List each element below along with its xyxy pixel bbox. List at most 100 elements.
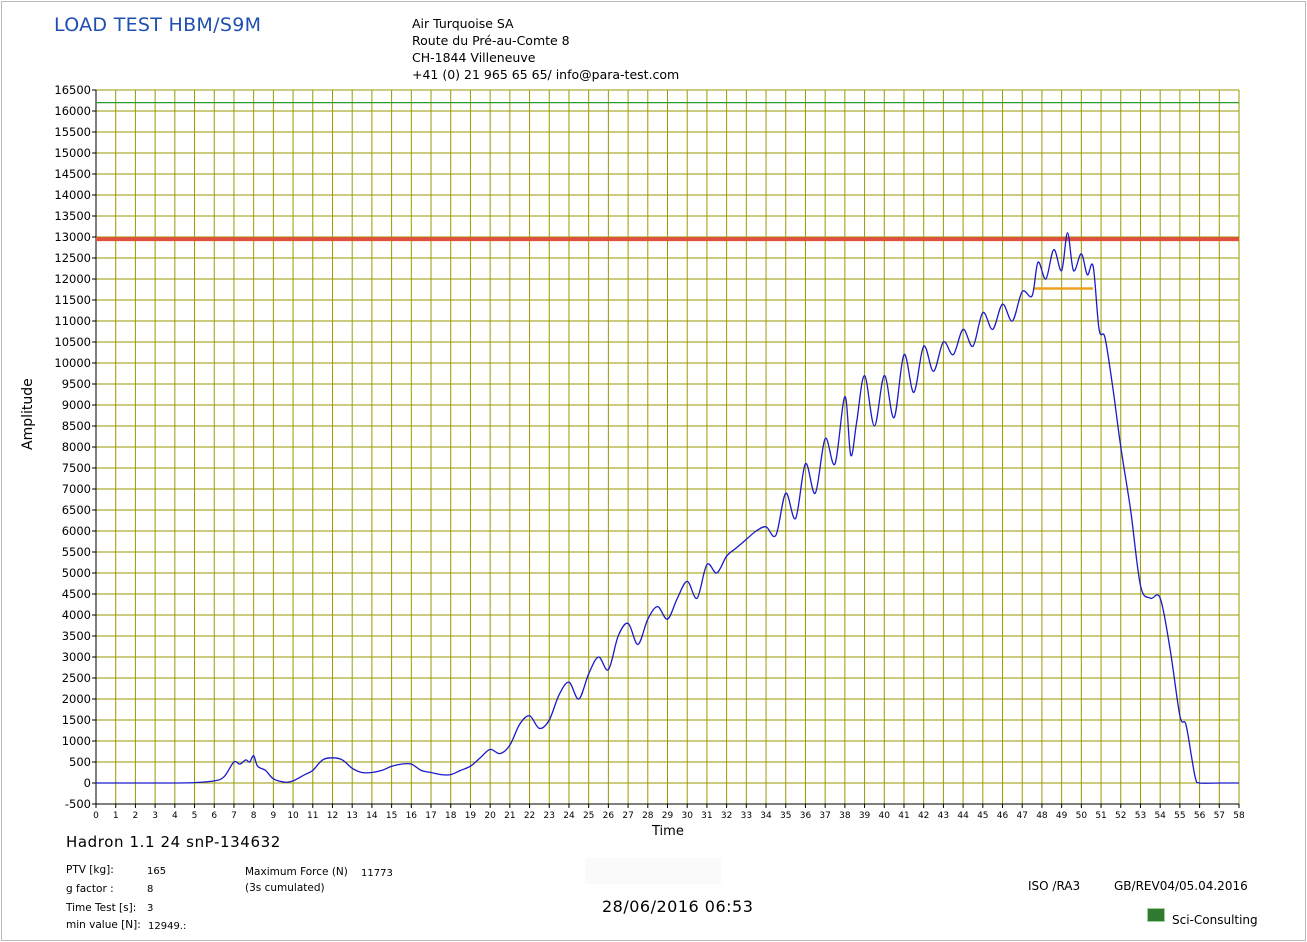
x-axis-label: Time xyxy=(652,824,684,839)
x-tick-label: 20 xyxy=(484,811,496,821)
amplitude-series-line xyxy=(95,232,1239,784)
x-tick-label: 23 xyxy=(544,811,555,821)
report-title: LOAD TEST HBM/S9M xyxy=(54,14,262,36)
y-tick-label: 4500 xyxy=(62,587,91,601)
x-tick-label: 29 xyxy=(662,811,674,821)
y-tick-label: 13500 xyxy=(54,209,91,223)
y-tick-label: 14500 xyxy=(54,167,91,181)
x-tick-label: 28 xyxy=(642,811,654,821)
x-tick-label: 36 xyxy=(800,811,812,821)
y-tick-label: 11500 xyxy=(54,293,91,307)
x-tick-label: 4 xyxy=(172,811,178,821)
x-tick-label: 25 xyxy=(583,811,594,821)
min-value-value: 12949.: xyxy=(148,921,187,932)
y-tick-label: 8000 xyxy=(62,440,91,454)
g-factor-value: 8 xyxy=(147,884,154,895)
y-tick-label: 3000 xyxy=(62,650,91,664)
x-tick-label: 43 xyxy=(938,811,949,821)
y-tick-label: 2500 xyxy=(62,671,91,685)
x-tick-label: 38 xyxy=(839,811,851,821)
x-tick-label: 8 xyxy=(251,811,257,821)
x-tick-label: 9 xyxy=(270,811,276,821)
x-tick-label: 37 xyxy=(819,811,830,821)
x-tick-label: 58 xyxy=(1233,811,1245,821)
y-tick-label: 7000 xyxy=(62,482,91,496)
blank-field xyxy=(585,858,721,884)
company-contact: +41 (0) 21 965 65 65/ info@para-test.com xyxy=(412,67,680,82)
y-tick-label: 5000 xyxy=(62,566,91,580)
x-tick-label: 1 xyxy=(113,811,119,821)
device-name: Hadron 1.1 24 snP-134632 xyxy=(66,833,281,851)
x-tick-label: 47 xyxy=(1016,811,1027,821)
y-tick-label: -500 xyxy=(65,797,91,811)
company-street: Route du Pré-au-Comte 8 xyxy=(412,33,570,48)
x-tick-label: 33 xyxy=(741,811,752,821)
time-test-value: 3 xyxy=(147,903,154,914)
brand-name: Sci-Consulting xyxy=(1172,913,1258,927)
x-tick-label: 5 xyxy=(192,811,198,821)
g-factor-label: g factor : xyxy=(66,883,114,895)
x-tick-label: 27 xyxy=(622,811,633,821)
y-tick-label: 4000 xyxy=(62,608,91,622)
x-tick-label: 22 xyxy=(524,811,535,821)
x-tick-label: 45 xyxy=(977,811,988,821)
y-tick-label: 5500 xyxy=(62,545,91,559)
x-tick-label: 41 xyxy=(898,811,909,821)
y-tick-label: 14000 xyxy=(54,188,91,202)
y-tick-label: 500 xyxy=(69,755,91,769)
x-tick-label: 18 xyxy=(445,811,457,821)
x-tick-label: 7 xyxy=(231,811,237,821)
revision-reference: GB/REV04/05.04.2016 xyxy=(1114,879,1248,893)
iso-reference: ISO /RA3 xyxy=(1028,879,1081,893)
y-tick-label: 6500 xyxy=(62,503,91,517)
x-tick-label: 52 xyxy=(1115,811,1126,821)
x-tick-label: 31 xyxy=(701,811,712,821)
x-tick-label: 46 xyxy=(997,811,1009,821)
y-tick-label: 7500 xyxy=(62,461,91,475)
y-tick-label: 12500 xyxy=(54,251,91,265)
x-tick-label: 42 xyxy=(918,811,929,821)
y-tick-label: 3500 xyxy=(62,629,91,643)
y-tick-label: 11000 xyxy=(54,314,91,328)
x-tick-label: 11 xyxy=(307,811,318,821)
x-tick-label: 49 xyxy=(1056,811,1068,821)
y-tick-label: 0 xyxy=(84,776,91,790)
x-tick-label: 13 xyxy=(346,811,357,821)
x-tick-label: 21 xyxy=(504,811,515,821)
x-tick-label: 2 xyxy=(133,811,139,821)
max-force-value: 11773 xyxy=(361,868,393,879)
x-tick-label: 56 xyxy=(1194,811,1206,821)
test-datetime: 28/06/2016 06:53 xyxy=(602,897,754,916)
company-name: Air Turquoise SA xyxy=(412,16,514,31)
x-tick-label: 44 xyxy=(957,811,969,821)
x-tick-label: 57 xyxy=(1214,811,1225,821)
x-tick-label: 6 xyxy=(211,811,217,821)
y-tick-label: 9500 xyxy=(62,377,91,391)
x-tick-label: 34 xyxy=(760,811,772,821)
max-force-label: Maximum Force (N) xyxy=(245,866,348,878)
x-tick-label: 19 xyxy=(465,811,477,821)
y-tick-label: 1000 xyxy=(62,734,91,748)
x-tick-label: 17 xyxy=(425,811,436,821)
ptv-value: 165 xyxy=(147,866,167,877)
y-tick-label: 15500 xyxy=(54,125,91,139)
x-tick-label: 15 xyxy=(386,811,397,821)
time-test-label: Time Test [s]: xyxy=(66,902,137,914)
y-tick-label: 15000 xyxy=(54,146,91,160)
min-value-label: min value [N]: xyxy=(66,919,141,931)
x-tick-label: 32 xyxy=(721,811,732,821)
y-tick-label: 16500 xyxy=(54,83,91,97)
y-tick-label: 1500 xyxy=(62,713,91,727)
y-tick-label: 2000 xyxy=(62,692,91,706)
ptv-label: PTV [kg]: xyxy=(66,864,114,876)
y-tick-label: 10500 xyxy=(54,335,91,349)
x-tick-label: 10 xyxy=(287,811,299,821)
x-tick-label: 35 xyxy=(780,811,791,821)
y-tick-label: 9000 xyxy=(62,398,91,412)
x-tick-label: 51 xyxy=(1095,811,1106,821)
y-tick-label: 13000 xyxy=(54,230,91,244)
x-tick-label: 39 xyxy=(859,811,871,821)
x-tick-label: 50 xyxy=(1076,811,1088,821)
